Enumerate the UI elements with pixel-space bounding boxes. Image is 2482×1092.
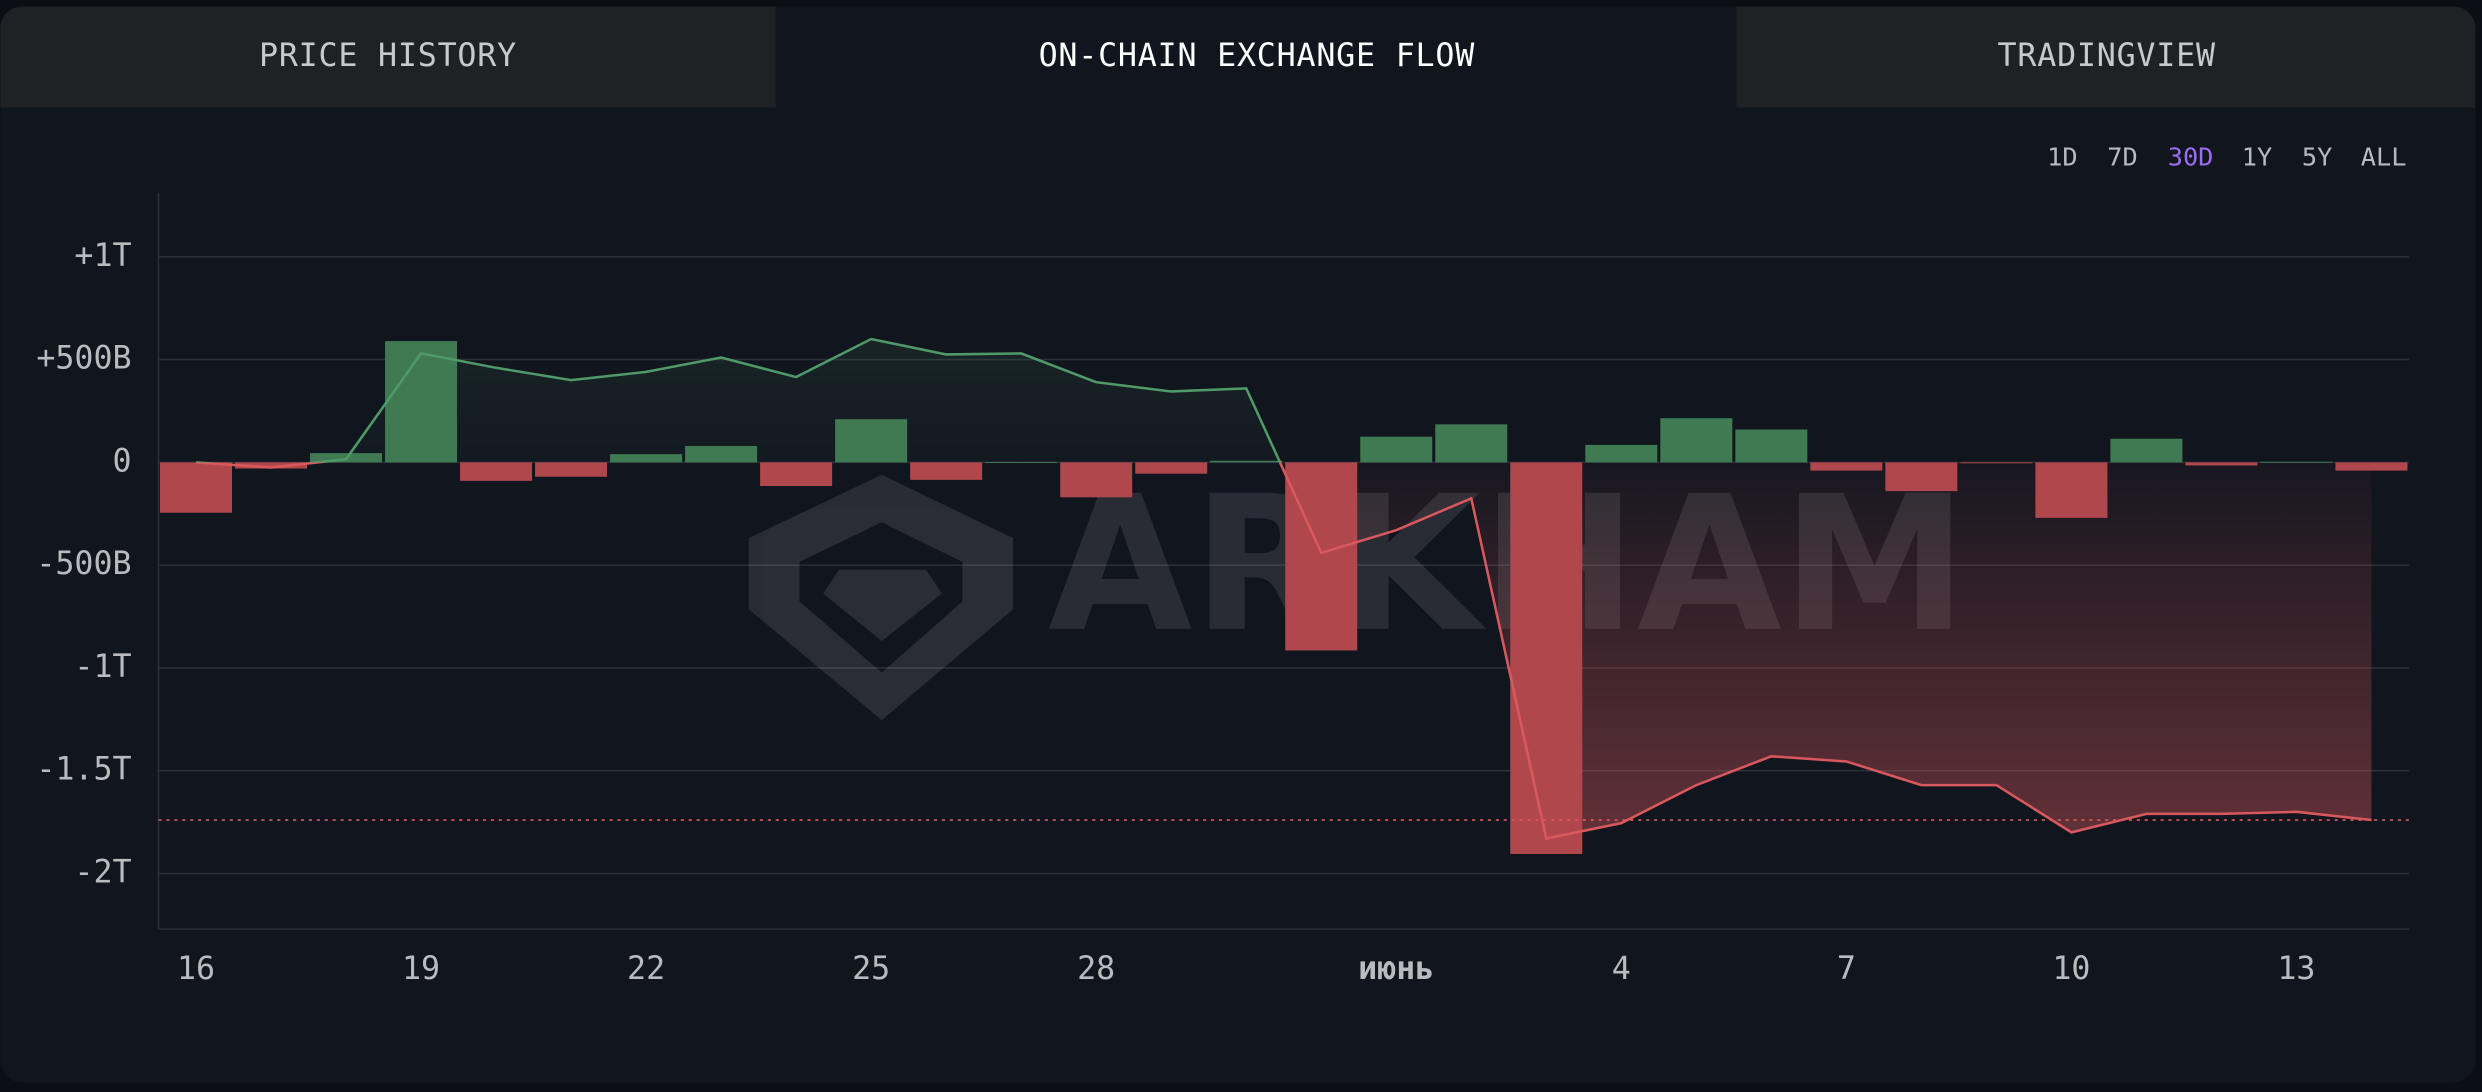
bar	[235, 462, 308, 469]
range-button[interactable]: 5Y	[2302, 141, 2332, 171]
bar	[910, 462, 983, 480]
watermark-logo	[823, 569, 942, 641]
y-tick-label: +1T	[74, 238, 131, 274]
bar	[1135, 462, 1208, 474]
bar	[1060, 462, 1133, 498]
bar	[835, 419, 908, 463]
flow-line	[195, 337, 2372, 841]
bar	[685, 445, 758, 463]
y-tick-label: -2T	[74, 854, 131, 890]
plot: +1T+500B0-500B-1T-1.5T-2TARKHAM161922252…	[36, 193, 2409, 987]
bar	[1810, 462, 1883, 471]
bar	[2335, 462, 2408, 471]
bar	[760, 462, 833, 487]
watermark	[748, 474, 1014, 721]
bar	[1360, 436, 1433, 463]
bar	[610, 454, 683, 463]
tab[interactable]: TRADINGVIEW	[1998, 38, 2216, 74]
x-tick-label: 4	[1612, 951, 1631, 987]
y-tick-label: -1.5T	[36, 752, 131, 788]
bar	[535, 462, 608, 477]
x-tick-label: 7	[1837, 951, 1856, 987]
range-button[interactable]: 1Y	[2242, 141, 2272, 171]
bar	[2185, 462, 2258, 466]
bar	[159, 462, 233, 513]
x-tick-label: 13	[2277, 951, 2315, 987]
x-tick-label: 16	[177, 951, 215, 987]
bar	[1585, 444, 1658, 463]
bar	[985, 461, 1058, 463]
bar	[1960, 462, 2033, 464]
bar	[2035, 462, 2108, 518]
bar	[2260, 461, 2333, 463]
tab-bg	[0, 6, 776, 108]
x-tick-label: 28	[1077, 951, 1115, 987]
y-tick-label: 0	[113, 443, 132, 479]
y-tick-label: -500B	[36, 546, 131, 582]
bar	[1660, 418, 1733, 463]
tab-active[interactable]: ON-CHAIN EXCHANGE FLOW	[1039, 38, 1476, 74]
bar	[1285, 462, 1358, 651]
y-tick-label: -1T	[74, 649, 131, 685]
range-button[interactable]: 7D	[2107, 141, 2137, 171]
tab-bg	[1736, 6, 2476, 108]
range-button[interactable]: 1D	[2047, 141, 2077, 171]
bar	[1885, 462, 1958, 492]
bar	[460, 462, 533, 481]
x-tick-label: 25	[852, 951, 890, 987]
tab[interactable]: PRICE HISTORY	[259, 38, 517, 74]
x-tick-label: 19	[402, 951, 440, 987]
watermark-logo	[748, 474, 1014, 721]
range-button-active[interactable]: 30D	[2168, 141, 2214, 171]
bar	[1435, 424, 1508, 463]
x-tick-label: июнь	[1358, 951, 1434, 987]
range-button[interactable]: ALL	[2361, 141, 2407, 171]
bar	[1510, 462, 1583, 854]
bar	[1210, 460, 1283, 463]
bar	[1735, 429, 1808, 463]
bar	[385, 341, 458, 463]
x-tick-label: 22	[627, 951, 665, 987]
x-tick-label: 10	[2052, 951, 2090, 987]
bar	[2110, 438, 2183, 463]
y-tick-label: +500B	[36, 341, 131, 377]
